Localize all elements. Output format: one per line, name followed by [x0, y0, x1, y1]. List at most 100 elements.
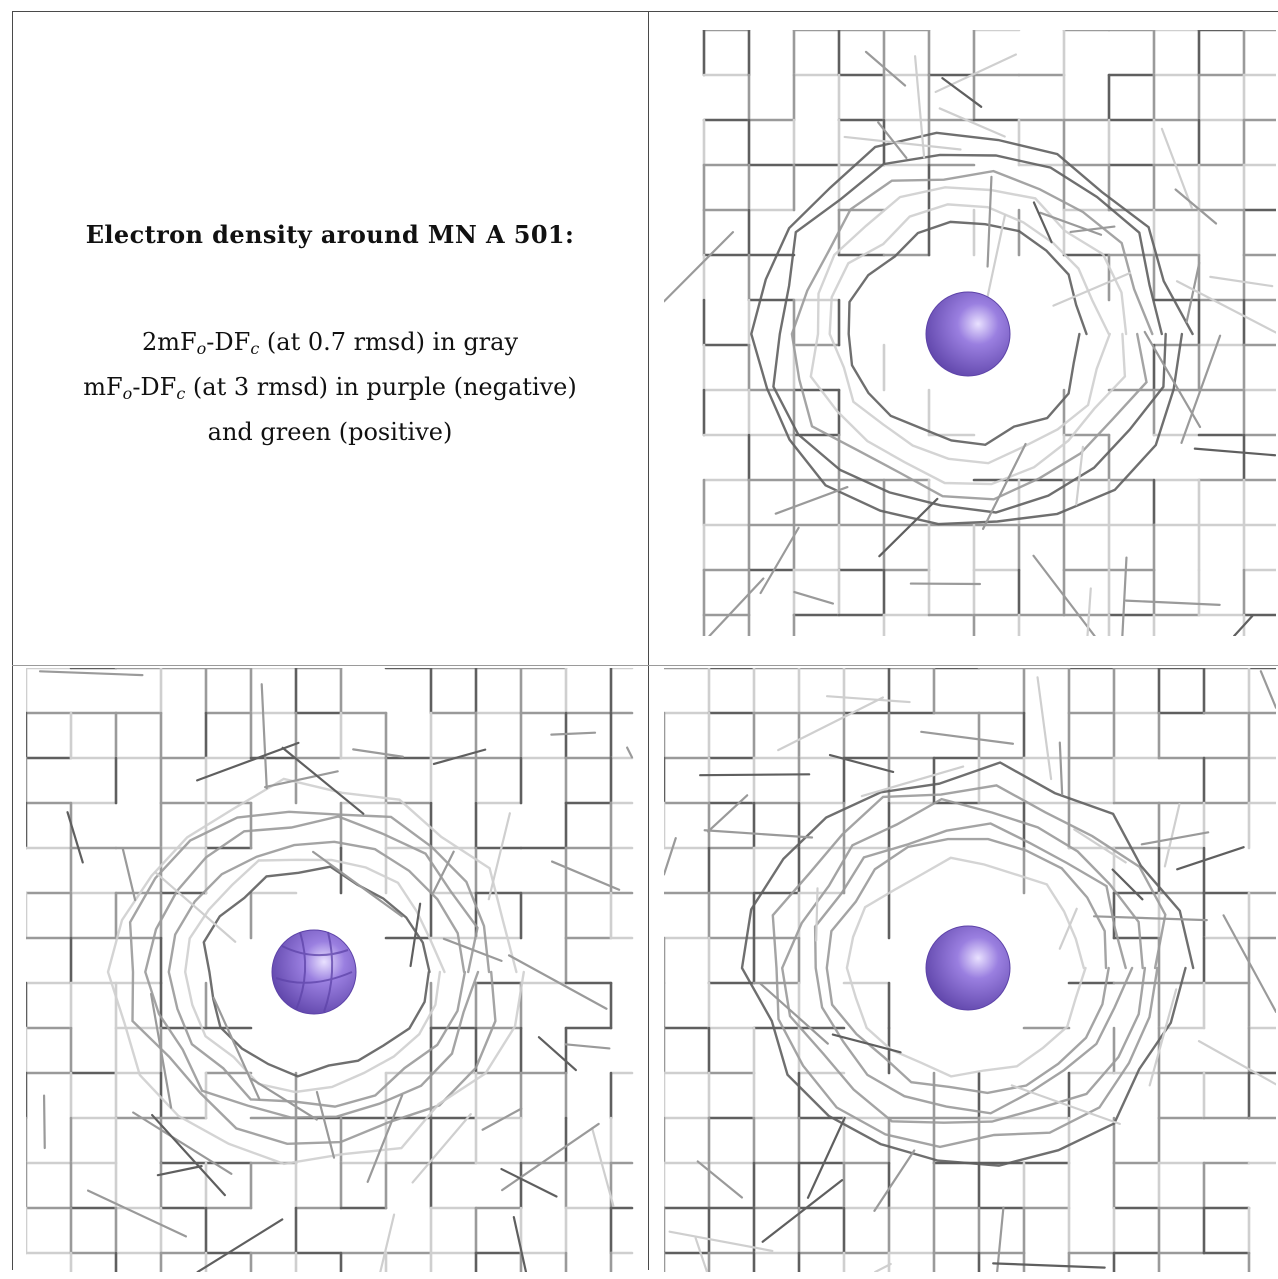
mesh-strand	[379, 1213, 396, 1272]
mesh-strand	[706, 794, 749, 833]
mesh-strand	[626, 746, 634, 759]
mesh-strand	[156, 1165, 203, 1177]
negative-density-strand	[323, 931, 334, 1013]
mesh-strand	[550, 860, 621, 891]
mesh-strand	[1032, 201, 1053, 244]
mesh-strand	[877, 121, 908, 160]
mesh-contour	[809, 186, 1128, 486]
manganese-atom	[271, 929, 357, 1015]
mesh-strand	[1176, 846, 1245, 871]
mesh-strand	[366, 1094, 404, 1183]
mesh-strand	[312, 850, 403, 918]
mesh-strand	[759, 526, 800, 595]
mesh-strand	[1121, 556, 1128, 636]
caption-line-difference-map: mFo-DFc (at 3 rmsd) in purple (negative)	[12, 368, 648, 413]
mesh-strand	[1010, 1084, 1121, 1125]
mesh-strand	[281, 746, 365, 815]
mesh-strand	[132, 1111, 233, 1175]
gray-density-mesh	[664, 668, 1276, 1272]
mesh-strand	[442, 937, 503, 962]
mesh-strand	[1233, 614, 1254, 636]
mesh-strand	[38, 670, 144, 677]
mesh-strand	[1069, 225, 1116, 234]
caption-subscript: c	[250, 339, 260, 358]
mesh-strand	[411, 1113, 472, 1184]
mesh-strand	[264, 770, 339, 789]
mesh-contour	[825, 837, 1110, 1095]
mesh-strand	[1222, 914, 1276, 1013]
mesh-contour	[740, 761, 1195, 1167]
caption-subscript: c	[176, 384, 186, 403]
density-mesh-svg	[664, 668, 1276, 1272]
mesh-strand	[1086, 587, 1092, 636]
caption-text: mF	[83, 373, 123, 401]
caption-text: -DF	[132, 373, 177, 401]
mesh-strand	[432, 850, 455, 894]
frame-middle-divider	[12, 665, 1278, 666]
mesh-strand	[151, 1113, 226, 1197]
mesh-strand	[992, 1262, 1106, 1269]
mesh-strand	[432, 748, 487, 766]
mesh-strand	[878, 497, 939, 558]
frame-center-divider	[648, 11, 649, 1270]
mesh-contour	[144, 815, 480, 1119]
mesh-strand	[874, 1262, 892, 1272]
mesh-strand	[591, 1127, 615, 1207]
mesh-contour	[771, 784, 1167, 1149]
negative-density-strand	[295, 931, 307, 1011]
mesh-contour	[183, 858, 446, 1094]
caption-text: 2mF	[141, 328, 197, 356]
mesh-strand	[825, 695, 911, 704]
mesh-strand	[196, 741, 300, 782]
mesh-strand	[996, 1206, 1005, 1272]
mesh-strand	[668, 1230, 774, 1253]
caption-subscript: o	[122, 384, 133, 403]
mesh-strand	[315, 1090, 336, 1159]
mesh-contour	[845, 856, 1087, 1078]
mesh-contour	[750, 131, 1194, 526]
mesh-strand	[913, 55, 926, 159]
mesh-contour	[167, 840, 467, 1108]
mesh-strand	[1058, 907, 1078, 950]
mesh-strand	[873, 1149, 916, 1212]
mesh-strand	[703, 829, 814, 839]
mesh-strand	[1175, 280, 1276, 334]
mesh-strand	[550, 731, 597, 736]
caption-subscript: o	[196, 339, 207, 358]
mesh-strand	[1193, 447, 1276, 457]
negative-density-strand	[275, 971, 353, 984]
mesh-strand	[828, 753, 895, 774]
mesh-contour	[847, 220, 1088, 447]
negative-density-strand	[281, 945, 349, 957]
mesh-strand	[1075, 445, 1084, 506]
mesh-strand	[981, 442, 1027, 530]
mesh-strand	[699, 773, 811, 777]
mesh-strand	[843, 135, 962, 151]
mesh-strand	[1163, 803, 1181, 868]
mesh-contour	[828, 203, 1111, 465]
mesh-strand	[1174, 188, 1218, 225]
density-view-bottom-left	[26, 668, 636, 1272]
frame-left-border	[12, 11, 13, 1270]
mesh-strand	[864, 50, 907, 87]
mesh-strand	[664, 837, 677, 876]
mesh-strand	[1111, 868, 1144, 901]
mesh-strand	[537, 1036, 577, 1072]
mesh-strand	[500, 1167, 558, 1198]
mesh-strand	[212, 996, 261, 1101]
mesh-strand	[806, 1116, 846, 1199]
mesh-strand	[512, 1216, 528, 1272]
mesh-strand	[938, 107, 1006, 138]
mesh-strand	[793, 590, 835, 605]
mesh-strand	[860, 765, 965, 798]
mesh-strand	[694, 1237, 709, 1272]
caption-title: Electron density around MN A 501:	[85, 220, 575, 249]
caption-text: (at 0.7 rmsd) in gray	[259, 328, 519, 356]
mesh-contour	[790, 169, 1154, 501]
mesh-strand	[1124, 599, 1221, 606]
mesh-strand	[696, 1160, 744, 1199]
caption-line-positive: and green (positive)	[207, 418, 453, 446]
mesh-strand	[564, 1043, 611, 1050]
gray-density-mesh	[26, 668, 634, 1272]
mesh-strand	[984, 214, 1007, 306]
